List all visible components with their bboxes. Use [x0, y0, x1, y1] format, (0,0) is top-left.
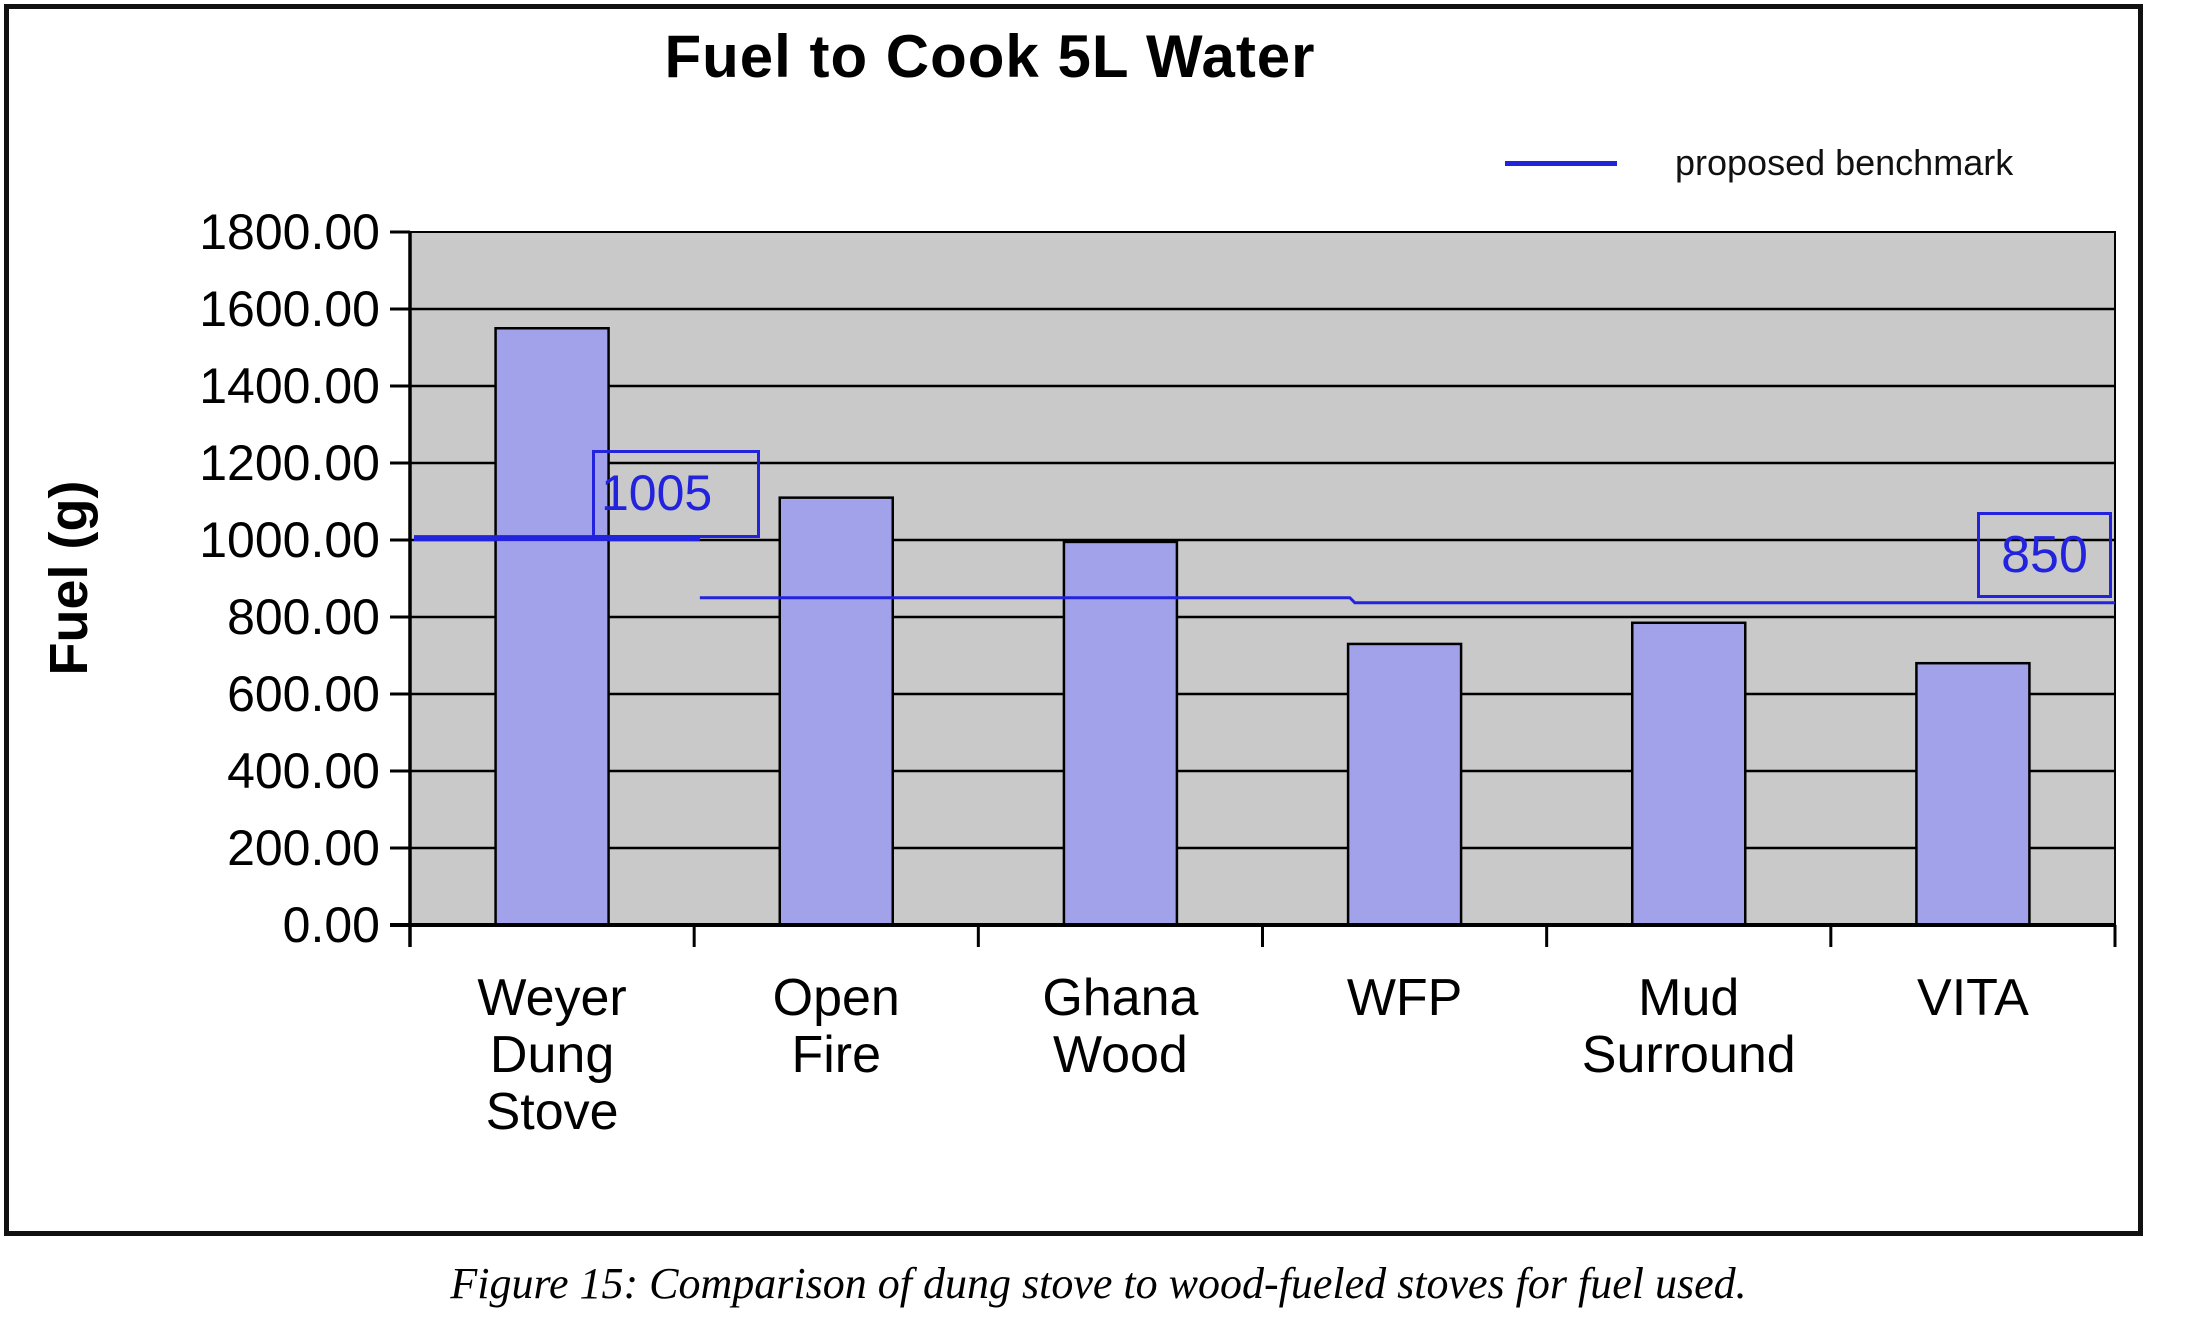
y-tick-label: 800.00 — [227, 589, 380, 645]
y-tick-label: 1600.00 — [199, 281, 380, 337]
x-category-label: VITA — [1917, 969, 2029, 1027]
benchmark-callout-850: 850 — [1977, 512, 2112, 598]
benchmark-callout-850-text: 850 — [2001, 526, 2088, 584]
y-tick-label: 0.00 — [283, 897, 380, 953]
legend: proposed benchmark — [1505, 142, 2013, 184]
bar-weyer-dung-stove — [494, 327, 610, 927]
y-tick-label: 600.00 — [227, 666, 380, 722]
x-category-label: Open Fire — [773, 969, 900, 1084]
y-tick-label: 1800.00 — [199, 204, 380, 260]
bar-ghana-wood — [1062, 540, 1179, 927]
chart-title: Fuel to Cook 5L Water — [664, 23, 1316, 90]
benchmark-callout-1005-text: 1005 — [601, 465, 713, 521]
y-tick-label: 200.00 — [227, 820, 380, 876]
figure-caption: Figure 15: Comparison of dung stove to w… — [450, 1259, 1747, 1308]
x-category-label: WFP — [1347, 969, 1463, 1027]
bar-open-fire — [778, 496, 894, 927]
benchmark-callout-1005: 1005 — [592, 450, 760, 538]
bar-wfp — [1346, 642, 1463, 927]
y-tick-label: 1200.00 — [199, 435, 380, 491]
bar-vita — [1915, 661, 2031, 927]
legend-label: proposed benchmark — [1675, 142, 2014, 183]
benchmark-line-850 — [699, 596, 2115, 605]
x-category-label: Weyer Dung Stove — [477, 969, 626, 1141]
y-tick-label: 1000.00 — [199, 512, 380, 568]
bar-mud-surround — [1631, 621, 1747, 927]
x-category-label: Ghana Wood — [1042, 969, 1198, 1084]
y-axis-title: Fuel (g) — [39, 480, 99, 676]
y-tick-label: 1400.00 — [199, 358, 380, 414]
plot-background — [409, 231, 2116, 926]
x-category-label: Mud Surround — [1582, 969, 1796, 1084]
y-tick-label: 400.00 — [227, 743, 380, 799]
legend-line-swatch — [1505, 160, 1617, 166]
